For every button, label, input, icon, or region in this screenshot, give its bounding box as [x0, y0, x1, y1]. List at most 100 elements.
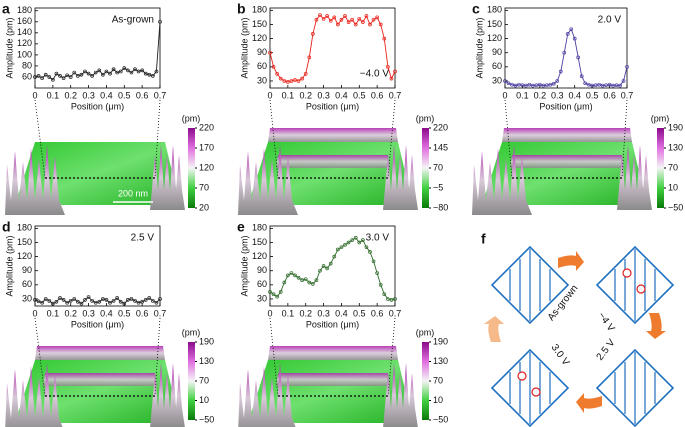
scale-bar-label: 200 nm: [118, 188, 148, 198]
data-point: [111, 67, 116, 72]
y-tick-label: 180: [487, 5, 502, 15]
x-tick-label: 0.1: [516, 90, 529, 100]
y-tick-label: 150: [487, 19, 502, 29]
data-point: [126, 298, 130, 302]
data-point: [90, 74, 94, 78]
data-point: [286, 273, 290, 278]
guide-line: [154, 317, 161, 397]
data-point: [289, 271, 294, 275]
data-point: [33, 298, 37, 302]
colorbar-tick-label: 190: [668, 122, 683, 132]
plot-frame: [34, 7, 161, 89]
y-axis-label: Amplitude (pm): [239, 235, 249, 296]
x-tick-label: 0.4: [568, 90, 581, 100]
annotation: 2.0 V: [598, 15, 622, 26]
data-point: [378, 22, 383, 27]
data-point: [558, 69, 563, 74]
x-tick-label: 0: [32, 90, 37, 100]
data-point: [158, 19, 162, 24]
x-tick-label: 0.4: [100, 90, 113, 100]
colorbar-tick-label: 10: [199, 395, 209, 405]
data-point: [311, 282, 315, 286]
data-point: [51, 77, 55, 82]
y-tick-label: 90: [492, 47, 502, 57]
colorbar-tick-label: 70: [433, 375, 443, 385]
data-point: [79, 301, 84, 306]
colorbar-tick-label: −50: [199, 414, 214, 424]
surface-edge: [383, 145, 418, 210]
y-tick-label: 30: [492, 75, 502, 85]
colorbar-tick-label: −80: [433, 202, 448, 212]
surface-wall: [502, 128, 632, 142]
x-tick-label: 0.3: [317, 90, 330, 100]
x-tick-label: 0.6: [371, 308, 384, 318]
data-point: [83, 69, 87, 74]
data-point: [386, 64, 390, 69]
guide-line: [34, 99, 46, 179]
x-axis-label: Position (μm): [71, 101, 124, 111]
surface-wall: [276, 373, 390, 386]
colorbar-tick-label: 130: [668, 142, 683, 152]
y-axis-label: Amplitude (pm): [474, 17, 484, 78]
data-point: [140, 299, 144, 304]
surface-edge: [238, 363, 296, 427]
y-tick-label: 150: [252, 237, 267, 247]
colorbar-tick-label: 70: [668, 162, 678, 172]
y-tick-label: 60: [492, 61, 502, 71]
data-point: [382, 292, 387, 297]
data-point: [375, 271, 379, 275]
data-point: [140, 68, 144, 73]
y-tick-label: 60: [257, 279, 267, 289]
data-point: [357, 16, 362, 21]
colorbar-tick-label: 70: [199, 182, 209, 192]
data-point: [76, 74, 80, 78]
data-point: [517, 82, 521, 87]
x-tick-label: 0: [267, 308, 272, 318]
data-point: [583, 81, 588, 86]
x-tick-label: 0.4: [100, 308, 113, 318]
data-point: [129, 70, 134, 75]
colorbar-unit: (pm): [416, 327, 435, 337]
plot-frame: [269, 225, 396, 307]
arrow: [484, 316, 504, 342]
data-point: [129, 297, 134, 301]
guide-line: [269, 99, 279, 179]
data-point: [332, 15, 337, 20]
plot-frame: [504, 7, 628, 89]
data-point: [65, 300, 69, 305]
data-point: [51, 301, 55, 306]
data-point: [343, 14, 347, 18]
y-tick-label: 180: [252, 223, 267, 233]
colorbar-tick-label: 130: [433, 356, 448, 366]
domain-cell: [595, 245, 675, 325]
surface-edge: [238, 145, 298, 215]
data-point: [307, 55, 312, 60]
colorbar-unit: (pm): [651, 113, 670, 123]
colorbar-tick-label: −50: [668, 202, 683, 212]
y-tick-label: 30: [257, 293, 267, 303]
data-point: [318, 13, 322, 17]
guide-line: [34, 317, 46, 397]
x-tick-label: 0.6: [371, 90, 384, 100]
colorbar: [422, 128, 429, 208]
data-point: [503, 79, 507, 83]
panel-label: d: [2, 219, 11, 235]
colorbar-unit: (pm): [182, 327, 201, 337]
x-tick-label: 0.2: [64, 308, 77, 318]
data-point: [268, 50, 272, 55]
surface-edge: [5, 145, 65, 215]
data-point: [40, 300, 44, 305]
y-tick-label: 120: [17, 251, 32, 261]
data-point: [368, 22, 372, 27]
y-tick-label: 140: [17, 27, 32, 37]
diagram-label: 2.5 V: [595, 337, 618, 362]
x-tick-label: 0.7: [621, 90, 634, 100]
data-point: [364, 245, 369, 250]
data-point: [111, 298, 116, 303]
data-point: [271, 292, 276, 297]
surface-edge: [383, 363, 418, 427]
x-tick-label: 0.7: [389, 90, 402, 100]
data-point: [271, 64, 276, 69]
data-point: [527, 82, 532, 87]
